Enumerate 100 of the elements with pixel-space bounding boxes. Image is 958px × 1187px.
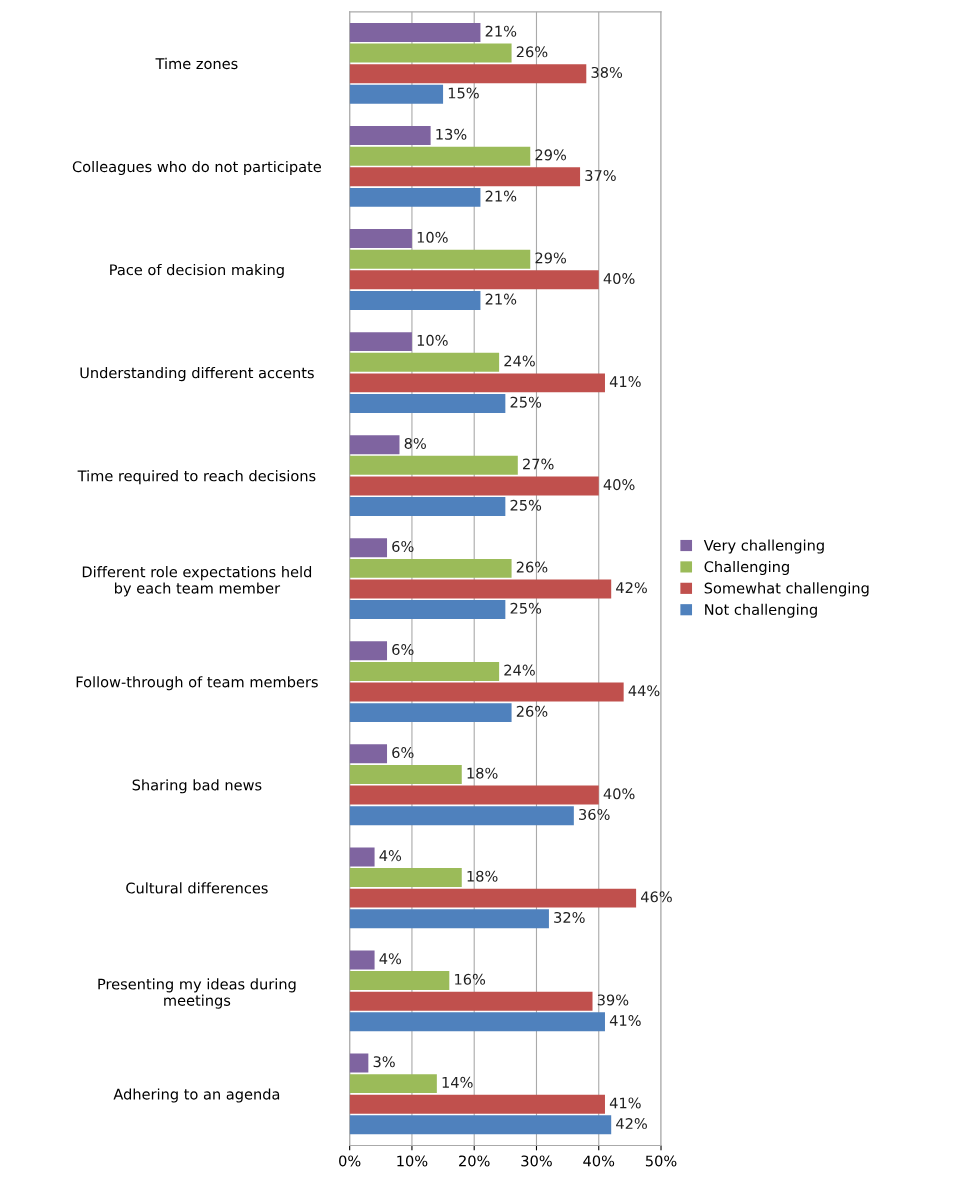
data-label: 29% xyxy=(535,149,567,161)
x-tick-label: 50% xyxy=(645,1155,677,1167)
bar xyxy=(349,950,375,970)
bar xyxy=(349,641,388,661)
data-label: 26% xyxy=(516,705,548,717)
bar xyxy=(349,352,500,372)
bar xyxy=(349,661,500,681)
bar xyxy=(349,64,587,84)
bar xyxy=(349,744,388,764)
bar xyxy=(349,971,450,991)
x-tick-label: 20% xyxy=(459,1155,490,1167)
data-label: 26% xyxy=(516,46,548,58)
bar xyxy=(349,393,506,413)
data-label: 24% xyxy=(504,664,535,676)
bar xyxy=(349,332,412,352)
bar xyxy=(349,435,400,455)
bar xyxy=(349,229,412,249)
data-label: 41% xyxy=(609,376,641,388)
data-label: 37% xyxy=(585,169,616,181)
data-label: 40% xyxy=(603,788,635,800)
data-label: 41% xyxy=(609,1014,641,1027)
y-tick-label: Time required to reach decisions xyxy=(77,470,316,485)
bar xyxy=(349,785,599,805)
y-tick-label: Colleagues who do not participate xyxy=(72,160,322,176)
data-label: 21% xyxy=(485,190,517,202)
data-label: 40% xyxy=(603,273,635,285)
bar xyxy=(349,373,605,393)
y-tick-label: Cultural differences xyxy=(126,882,268,894)
bar xyxy=(349,455,518,475)
data-label: 16% xyxy=(455,973,486,985)
data-label: 15% xyxy=(448,87,479,99)
legend-label: Challenging xyxy=(704,560,789,576)
y-tick-label: Follow-through of team members xyxy=(76,676,318,691)
bar xyxy=(349,146,531,166)
data-label: 13% xyxy=(436,128,467,140)
legend-label: Somewhat challenging xyxy=(704,582,869,597)
legend-label: Very challenging xyxy=(703,539,824,554)
data-label: 36% xyxy=(579,808,610,820)
data-label: 27% xyxy=(523,458,554,470)
bar xyxy=(349,558,512,578)
data-label: 6% xyxy=(392,540,414,552)
data-label: 10% xyxy=(417,334,448,346)
bar xyxy=(349,991,593,1011)
data-label: 21% xyxy=(485,293,517,305)
data-label: 26% xyxy=(516,561,548,573)
data-label: 18% xyxy=(467,767,498,779)
bar xyxy=(349,764,462,784)
data-label: 40% xyxy=(603,479,635,491)
data-label: 24% xyxy=(504,355,535,367)
data-label: 39% xyxy=(597,994,629,1006)
data-label: 18% xyxy=(467,870,498,882)
bar xyxy=(349,187,481,207)
data-label: 6% xyxy=(392,644,414,656)
data-label: 3% xyxy=(373,1056,395,1068)
bar xyxy=(349,682,624,702)
bar xyxy=(349,126,431,146)
data-label: 6% xyxy=(392,747,414,759)
data-label: 32% xyxy=(554,911,585,923)
bar xyxy=(349,167,581,187)
bar xyxy=(349,476,599,496)
data-label: 25% xyxy=(510,396,542,408)
data-label: 21% xyxy=(485,25,517,37)
data-label: 38% xyxy=(591,66,623,78)
x-tick-label: 30% xyxy=(521,1155,552,1167)
data-label: 42% xyxy=(616,1118,647,1130)
data-label: 25% xyxy=(510,602,542,614)
data-label: 29% xyxy=(535,252,567,264)
y-tick-label: Adhering to an agenda xyxy=(113,1088,280,1103)
y-tick-label: Pace of decision making xyxy=(110,263,284,279)
bar xyxy=(349,270,599,290)
y-tick-label: Sharing bad news xyxy=(132,779,262,794)
data-label: 10% xyxy=(417,231,448,243)
data-label: 4% xyxy=(379,850,402,862)
data-label: 46% xyxy=(640,891,672,903)
bar xyxy=(349,888,637,908)
bar xyxy=(349,909,549,929)
bar xyxy=(349,249,531,269)
bar xyxy=(349,806,574,826)
data-label: 8% xyxy=(404,437,426,449)
bar xyxy=(349,1074,437,1094)
bar xyxy=(349,1115,612,1135)
bar xyxy=(349,43,512,63)
bar xyxy=(349,703,512,723)
bar xyxy=(349,1053,369,1073)
bar xyxy=(349,538,388,558)
bar xyxy=(349,290,481,310)
bar xyxy=(349,579,612,599)
bar xyxy=(349,1094,605,1114)
data-label: 4% xyxy=(379,953,402,965)
data-label: 25% xyxy=(510,499,542,511)
data-label: 14% xyxy=(442,1076,473,1088)
x-tick-label: 0% xyxy=(339,1155,361,1167)
bar xyxy=(349,23,481,42)
bar xyxy=(349,600,506,620)
data-label: 41% xyxy=(609,1097,641,1109)
y-tick-label: Presenting my ideas during meetings xyxy=(98,978,296,1009)
y-tick-label: Different role expectations held by each team member xyxy=(82,566,312,597)
x-tick-label: 40% xyxy=(583,1155,615,1167)
y-tick-label: Time zones xyxy=(155,57,238,70)
bar xyxy=(349,847,375,867)
